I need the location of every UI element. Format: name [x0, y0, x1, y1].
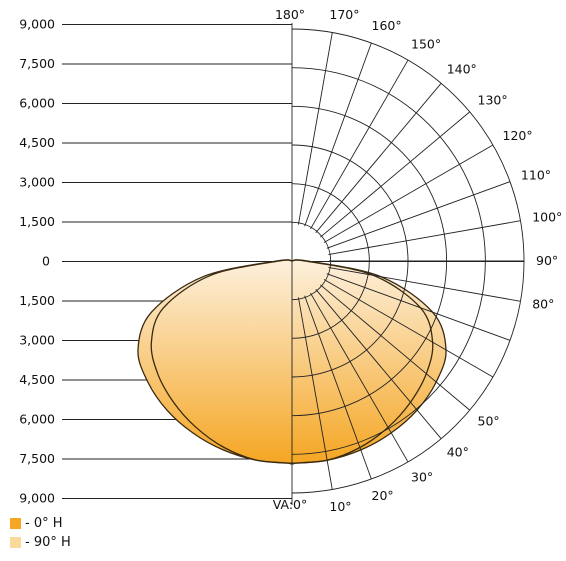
angle-label: 90°	[536, 253, 558, 268]
angle-spoke	[323, 279, 494, 378]
y-tick-label: 9,000	[19, 491, 55, 506]
angle-spoke	[304, 295, 372, 480]
angle-label: 10°	[329, 499, 351, 514]
angle-spoke	[304, 42, 372, 227]
y-tick-label: 4,500	[19, 135, 55, 150]
angle-spoke	[323, 144, 494, 243]
legend: - 0° H - 90° H	[10, 514, 71, 552]
angle-label: 180°	[275, 7, 305, 22]
angle-label: 130°	[478, 92, 508, 107]
angle-spoke	[315, 82, 442, 233]
angle-spoke	[297, 297, 333, 490]
y-tick-label: 7,500	[19, 56, 55, 71]
angle-spoke	[326, 273, 511, 341]
angle-label: 170°	[329, 7, 359, 22]
angle-spoke	[310, 292, 409, 463]
y-tick-label: 1,500	[19, 214, 55, 229]
angle-label: 50°	[478, 414, 500, 429]
legend-item-90h: - 90° H	[10, 533, 71, 552]
angle-spoke	[328, 220, 521, 256]
y-tick-label: 9,000	[19, 17, 55, 32]
angle-spoke	[297, 32, 333, 225]
legend-label-0h: - 0° H	[25, 516, 63, 531]
angle-label: 20°	[372, 488, 394, 503]
angle-spoke	[320, 284, 471, 411]
angle-spoke	[328, 266, 521, 302]
y-tick-label: 6,000	[19, 96, 55, 111]
angle-spoke	[310, 59, 409, 230]
angle-label: 100°	[532, 210, 562, 225]
angle-label: 120°	[503, 128, 533, 143]
y-tick-label: 3,000	[19, 333, 55, 348]
y-tick-label: 3,000	[19, 175, 55, 190]
legend-item-0h: - 0° H	[10, 514, 71, 533]
y-tick-label: 6,000	[19, 412, 55, 427]
y-tick-label: 7,500	[19, 451, 55, 466]
legend-label-90h: - 90° H	[25, 535, 71, 550]
angle-label: 30°	[411, 470, 433, 485]
y-tick-label: 1,500	[19, 293, 55, 308]
angle-label: 150°	[411, 36, 441, 51]
legend-swatch-90h	[10, 537, 21, 548]
angle-spoke	[315, 289, 442, 440]
angle-label: 140°	[447, 61, 477, 76]
y-tick-label: 4,500	[19, 372, 55, 387]
legend-swatch-0h	[10, 518, 21, 529]
angle-spoke	[326, 181, 511, 249]
y-tick-label: 0	[42, 254, 50, 269]
angle-label: 110°	[521, 167, 551, 182]
angle-label: 80°	[532, 296, 554, 311]
angle-label: 40°	[447, 445, 469, 460]
angle-spoke	[320, 111, 471, 238]
angle-label: 160°	[372, 18, 402, 33]
angle-label: VA:0°	[273, 497, 308, 512]
